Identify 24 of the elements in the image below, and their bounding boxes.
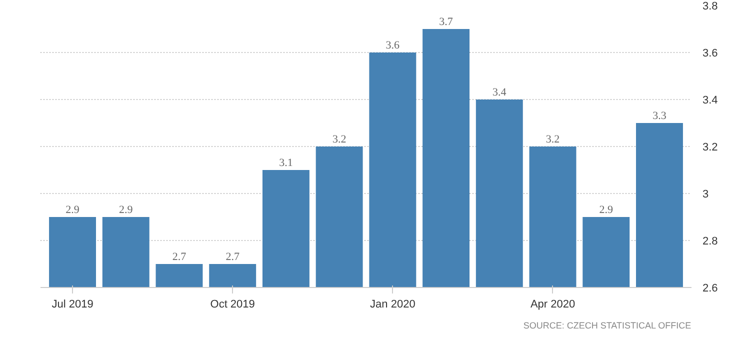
- x-tick-label: Apr 2020: [530, 298, 576, 310]
- data-label: 2.9: [119, 204, 134, 216]
- data-label: 3.2: [332, 134, 346, 146]
- data-label: 3.4: [492, 86, 507, 98]
- y-tick-label: 3.4: [702, 94, 718, 106]
- data-label: 3.2: [546, 134, 560, 146]
- x-tick-label: Oct 2019: [210, 298, 255, 310]
- y-tick-label: 2.8: [702, 236, 718, 248]
- data-label: 3.3: [652, 110, 667, 122]
- data-label: 2.7: [172, 251, 187, 263]
- data-label: 3.7: [439, 16, 454, 28]
- y-tick-label: 3: [702, 188, 709, 200]
- x-tick-label: Jan 2020: [370, 298, 416, 310]
- data-label: 3.6: [386, 40, 400, 52]
- source-note: SOURCE: CZECH STATISTICAL OFFICE: [523, 320, 692, 330]
- data-label: 3.1: [279, 157, 293, 169]
- data-label: 2.9: [599, 204, 614, 216]
- y-tick-label: 3.6: [702, 48, 718, 60]
- y-tick-label: 3.2: [702, 142, 718, 154]
- y-tick-label: 3.8: [702, 0, 718, 12]
- data-label: 2.7: [226, 251, 240, 263]
- y-tick-label: 2.6: [702, 282, 718, 294]
- data-label: 2.9: [66, 204, 80, 216]
- x-tick-label: Jul 2019: [52, 298, 94, 310]
